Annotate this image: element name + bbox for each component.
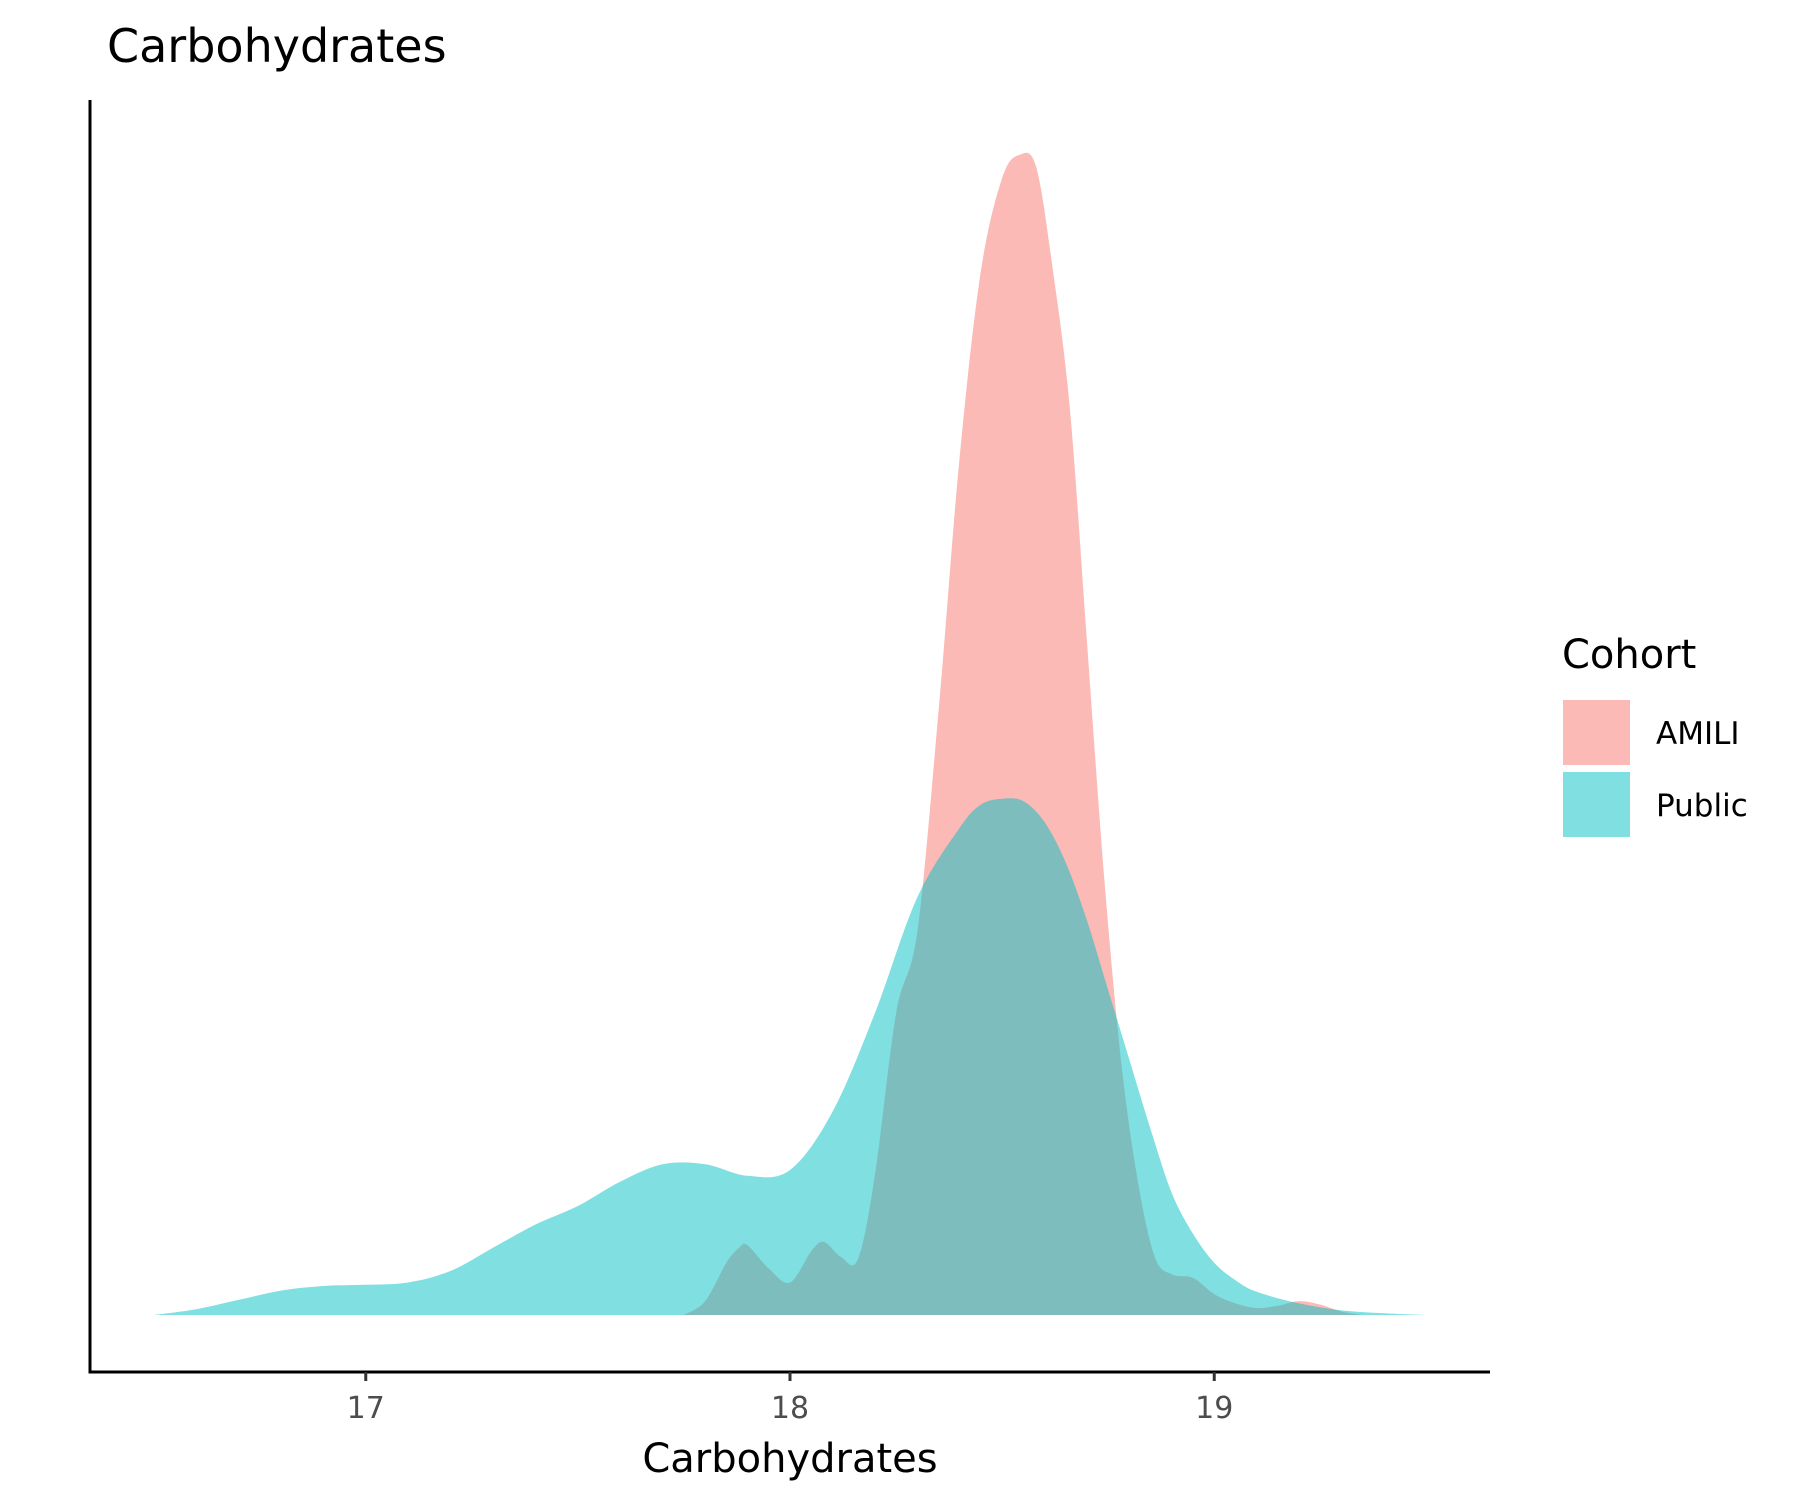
x-axis-label: Carbohydrates [642, 1436, 937, 1482]
legend-key-public [1563, 772, 1630, 837]
x-tick-label: 18 [771, 1391, 809, 1426]
x-tick-label: 17 [347, 1391, 385, 1426]
chart-title: Carbohydrates [107, 19, 447, 73]
density-area-amili [683, 152, 1363, 1316]
x-tick-label: 19 [1195, 1391, 1233, 1426]
legend-key-amili [1563, 700, 1630, 765]
legend-label-amili: AMILI [1656, 716, 1740, 752]
series-layer [153, 152, 1427, 1316]
legend-label-public: Public [1656, 788, 1748, 824]
legend-title: Cohort [1562, 632, 1696, 678]
x-ticks: 17 18 19 [347, 1372, 1233, 1426]
density-area-public [153, 798, 1427, 1315]
legend: Cohort AMILI Public [1562, 632, 1748, 837]
